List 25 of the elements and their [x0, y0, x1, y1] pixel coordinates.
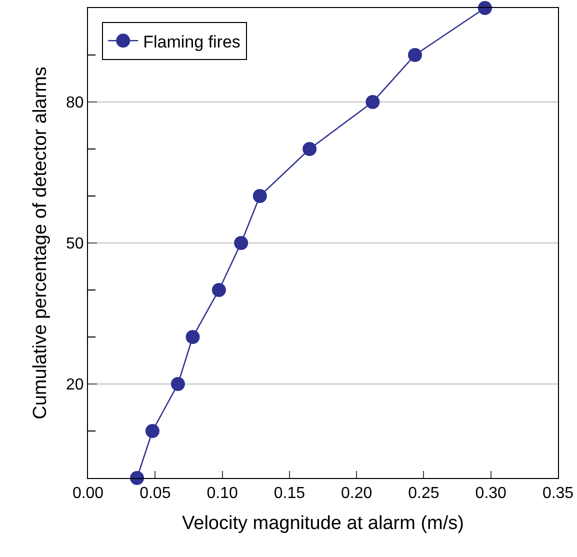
x-tick-label: 0.35 — [542, 485, 574, 502]
point — [130, 471, 144, 485]
legend-label: Flaming fires — [143, 32, 240, 52]
point — [234, 236, 248, 250]
point — [145, 424, 160, 438]
x-tick-label: 0.30 — [475, 485, 507, 502]
y-tick-label: 80 — [66, 94, 84, 112]
point — [478, 1, 492, 15]
point — [170, 377, 185, 391]
y-tick-label: 50 — [66, 236, 84, 253]
x-tick-label: 0.15 — [274, 485, 306, 502]
x-axis-title: Velocity magnitude at alarm (m/s) — [182, 513, 464, 534]
x-tick-label: 0.05 — [140, 485, 171, 502]
point — [252, 189, 267, 203]
x-tick-label: 0.20 — [341, 485, 372, 502]
point — [366, 95, 380, 109]
point — [408, 48, 422, 62]
point — [302, 142, 317, 156]
x-tick-label: 0.10 — [206, 485, 238, 502]
y-axis-title: Cumulative percentage of detector alarms — [30, 66, 51, 420]
x-tick-label: 0.25 — [408, 485, 440, 502]
point — [186, 330, 200, 344]
y-tick-label: 20 — [66, 376, 84, 394]
point — [212, 283, 226, 297]
x-tick-label: 0.00 — [72, 485, 104, 502]
